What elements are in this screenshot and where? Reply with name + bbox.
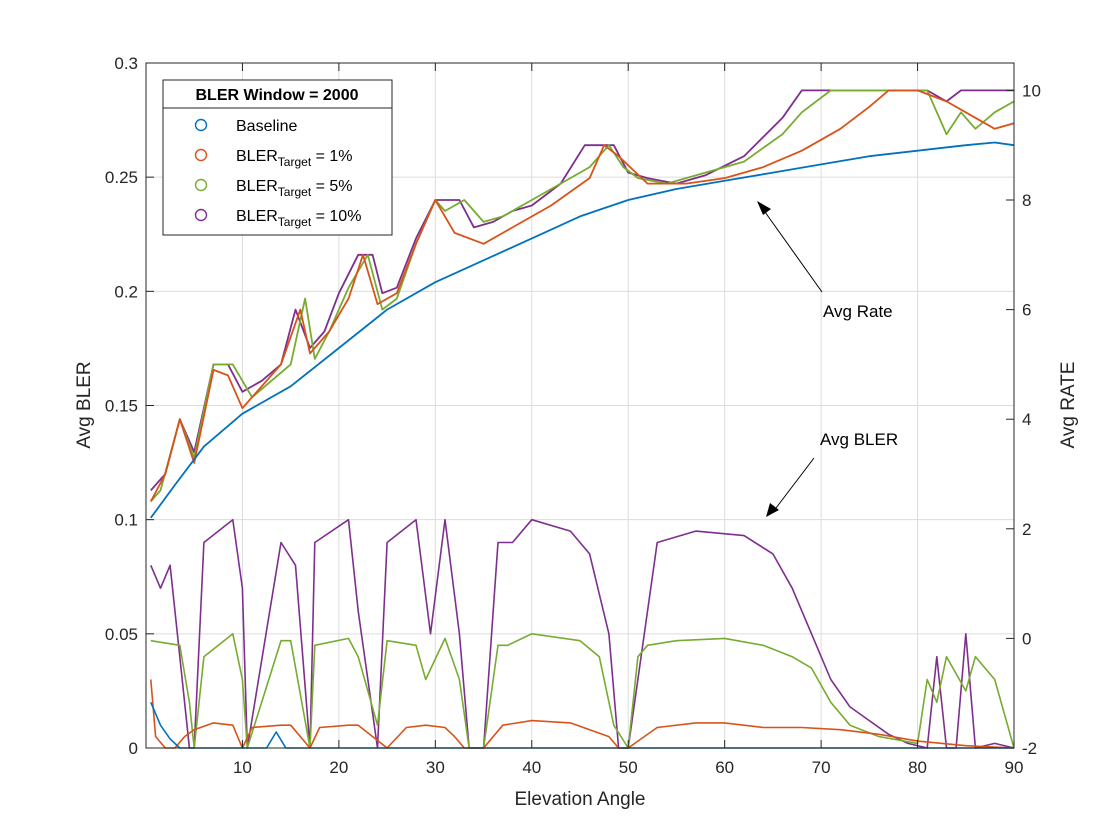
annotation-avg-rate: Avg Rate xyxy=(757,201,893,321)
y-left-tick-label: 0.15 xyxy=(105,397,138,416)
legend-marker xyxy=(194,178,208,192)
series-bler-bler-target-5 xyxy=(150,632,1015,749)
y-left-tick-label: 0 xyxy=(129,739,138,758)
x-tick-label: 80 xyxy=(908,758,927,777)
y-left-tick-label: 0.3 xyxy=(114,54,138,73)
x-tick-label: 60 xyxy=(715,758,734,777)
y-right-tick-label: 6 xyxy=(1022,301,1031,320)
y-left-tick-label: 0.1 xyxy=(114,511,138,530)
legend-entry-label: BLERTarget = 1% xyxy=(236,148,353,169)
legend-title: BLER Window = 2000 xyxy=(196,87,359,104)
y-left-tick-label: 0.05 xyxy=(105,625,138,644)
y-right-tick-label: 0 xyxy=(1022,629,1031,648)
series-bler-bler-target-1 xyxy=(150,679,1015,749)
y-axis-label-left: Avg BLER xyxy=(74,361,95,448)
x-tick-label: 40 xyxy=(522,758,541,777)
annotation-avg-rate-text: Avg Rate xyxy=(823,302,893,321)
annotation-avg-rate-arrowhead xyxy=(757,201,771,215)
legend-entry-label: BLERTarget = 5% xyxy=(236,178,353,199)
y-axis-label-right: Avg RATE xyxy=(1058,362,1079,449)
legend-entry-suffix: = 5% xyxy=(311,178,352,195)
x-tick-label: 30 xyxy=(426,758,445,777)
y-right-tick-label: -2 xyxy=(1022,739,1037,758)
x-axis-label: Elevation Angle xyxy=(515,789,646,810)
legend-marker xyxy=(194,148,208,162)
y-right-tick-label: 10 xyxy=(1022,81,1041,100)
annotation-avg-bler-text: Avg BLER xyxy=(820,430,898,449)
x-tick-label: 20 xyxy=(329,758,348,777)
annotation-avg-bler-arrow-line xyxy=(775,457,815,509)
legend-entry-suffix: = 10% xyxy=(311,208,361,225)
y-right-tick-label: 4 xyxy=(1022,410,1031,429)
tick-layer: 10 20 30 40 50 60 70 80 9000.050.10.150.20.250.3… xyxy=(105,54,1041,777)
x-tick-label: 10 xyxy=(233,758,252,777)
y-left-tick-label: 0.25 xyxy=(105,168,138,187)
legend-entry-label: Baseline xyxy=(236,118,297,135)
annotation-avg-bler: Avg BLER xyxy=(766,430,898,517)
x-tick-label: 70 xyxy=(812,758,831,777)
legend-entry-subscript: Target xyxy=(278,215,312,229)
annotation-avg-bler-arrowhead xyxy=(766,503,779,517)
annotation-avg-rate-arrow-line xyxy=(764,211,823,293)
y-right-tick-label: 8 xyxy=(1022,191,1031,210)
y-left-tick-label: 0.2 xyxy=(114,282,138,301)
legend-entry-suffix: = 1% xyxy=(311,148,352,165)
legend-entry-base: BLER xyxy=(236,148,278,165)
legend-entry-base: BLER xyxy=(236,208,278,225)
legend-marker xyxy=(194,208,208,222)
y-right-tick-label: 2 xyxy=(1022,520,1031,539)
series-rate-bler-target-1 xyxy=(150,89,1015,502)
series-layer xyxy=(150,89,1015,749)
x-tick-label: 50 xyxy=(619,758,638,777)
legend-entry-subscript: Target xyxy=(278,185,312,199)
legend-entry-subscript: Target xyxy=(278,155,312,169)
series-rate-bler-target-5 xyxy=(150,89,1015,502)
legend-marker xyxy=(194,118,208,132)
legend-entry-label: BLERTarget = 10% xyxy=(236,208,361,229)
x-tick-label: 90 xyxy=(1005,758,1024,777)
legend-entry-base: BLER xyxy=(236,178,278,195)
series-rate-baseline xyxy=(150,141,1015,519)
legend-entry-base: Baseline xyxy=(236,118,297,135)
